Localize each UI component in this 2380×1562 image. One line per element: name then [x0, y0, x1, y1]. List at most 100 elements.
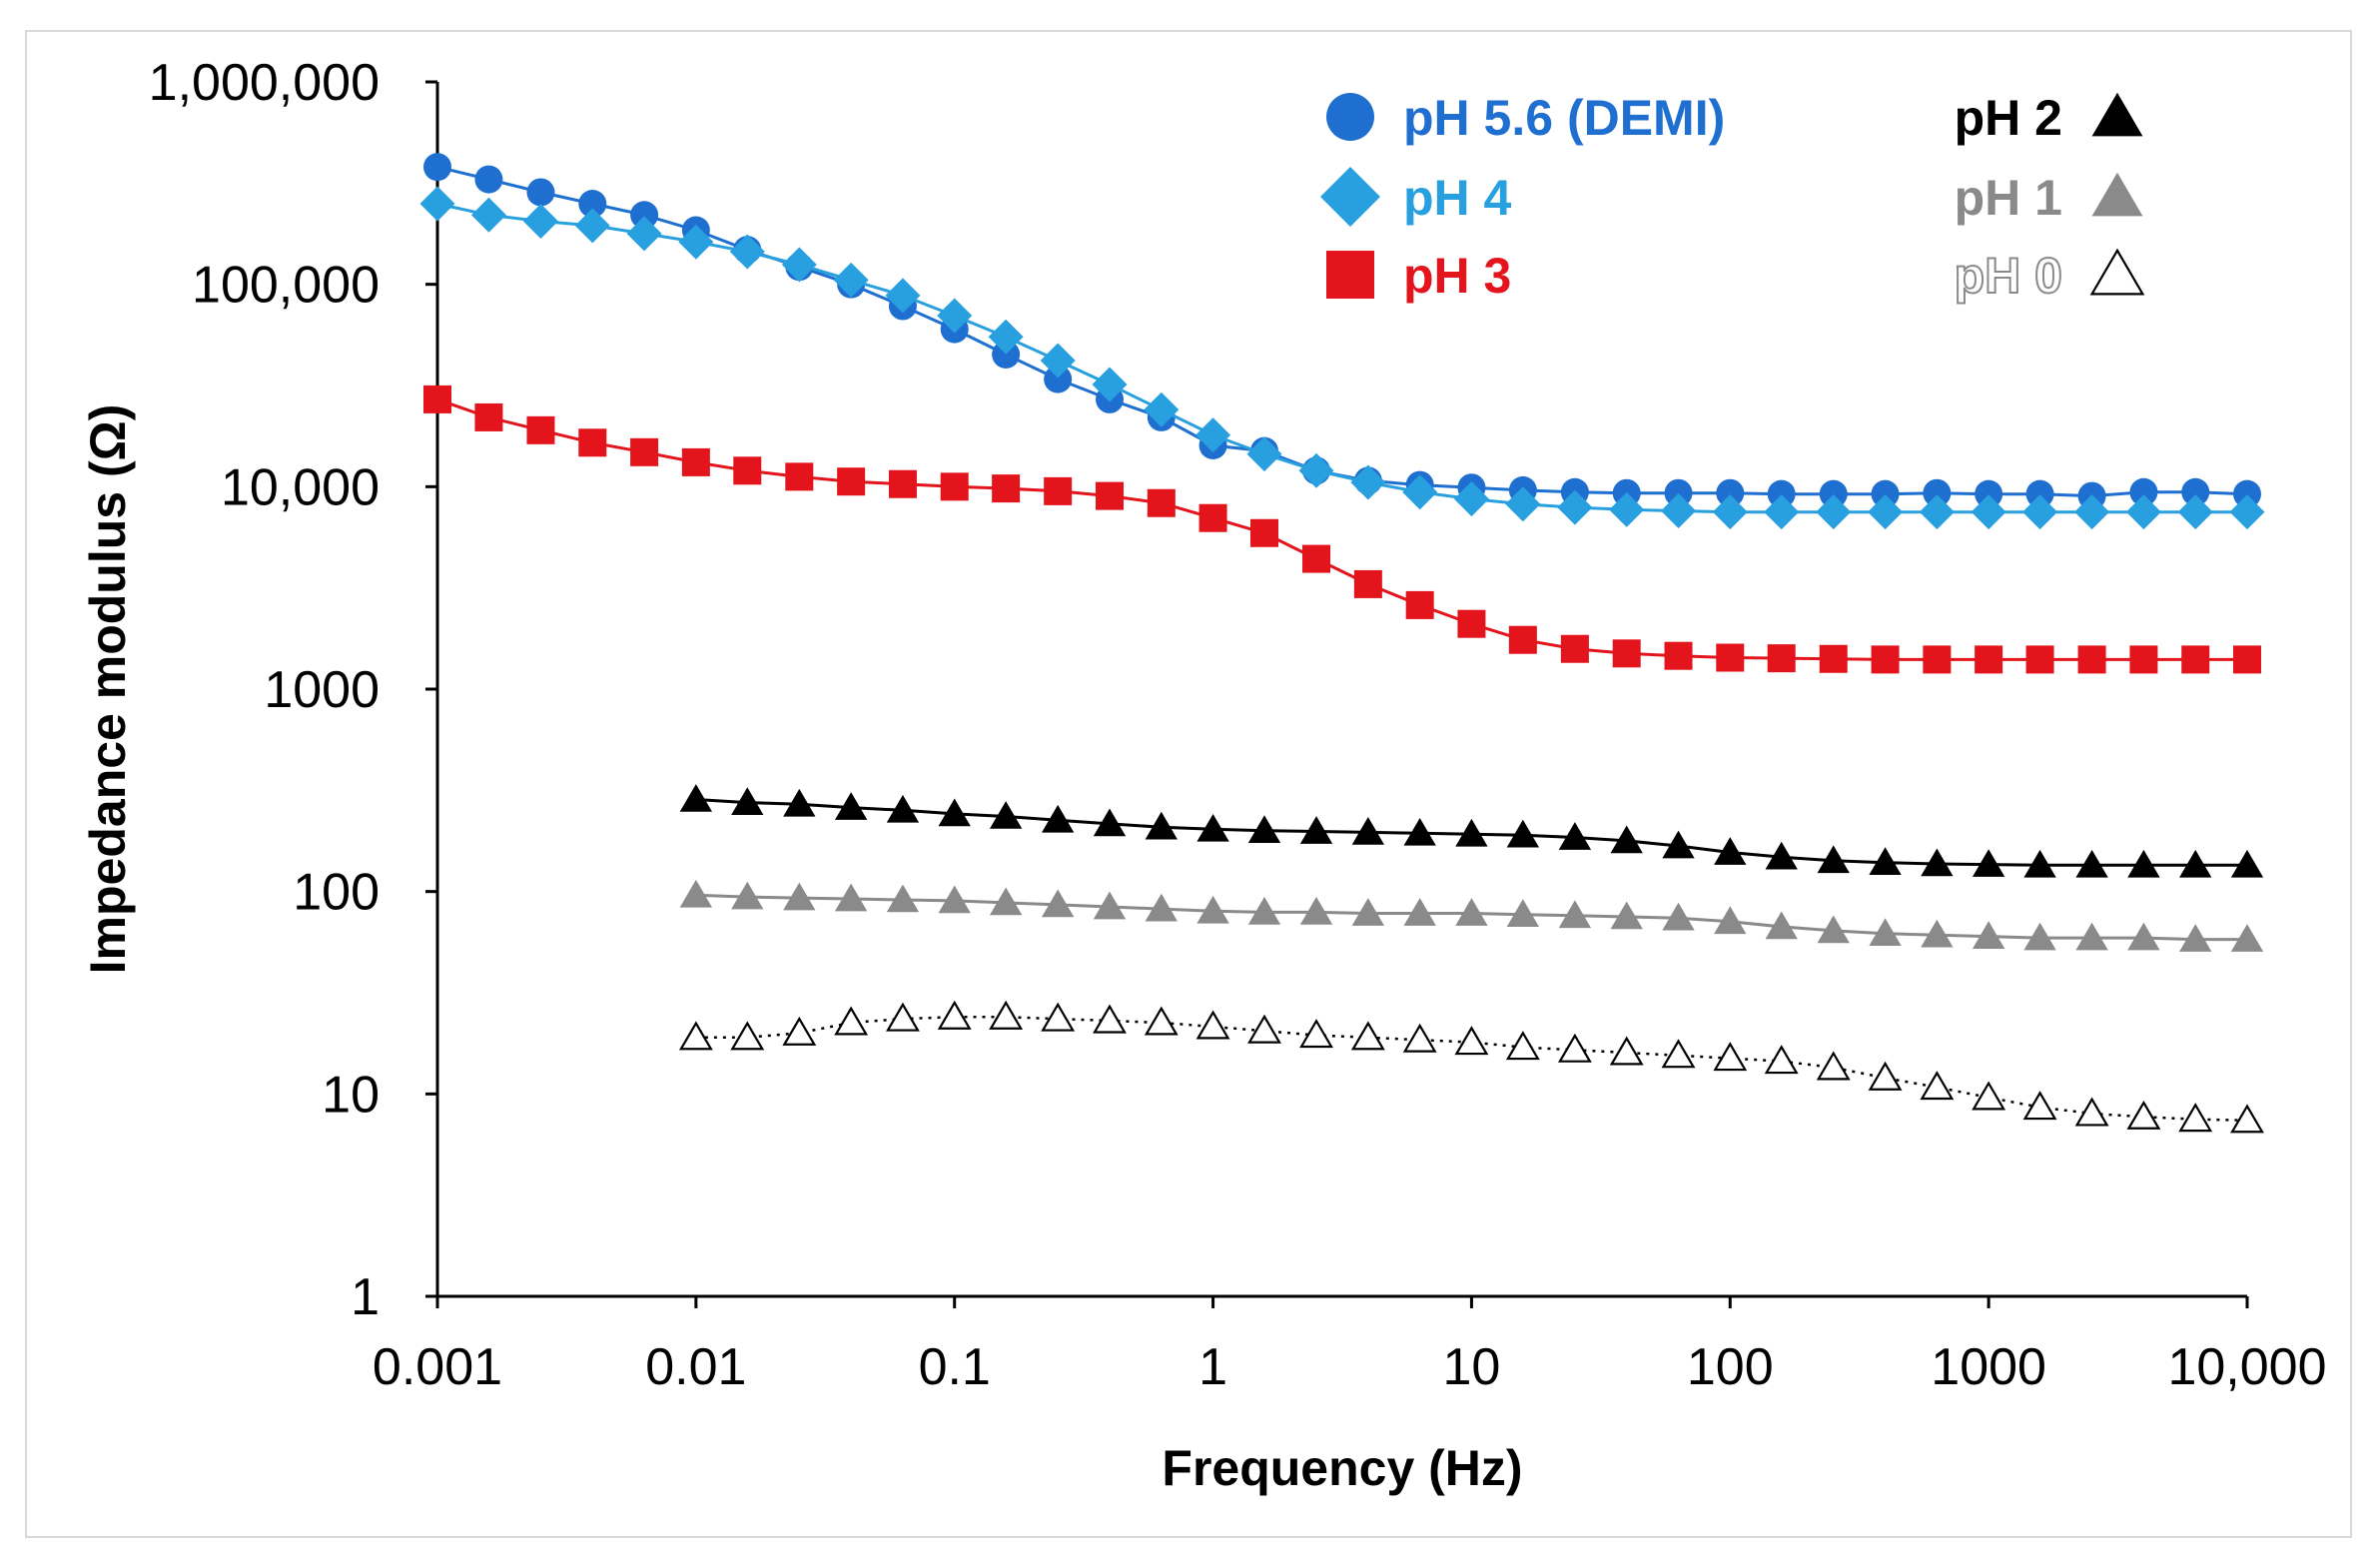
data-point-ph-4 — [1350, 464, 1386, 500]
x-tick-label: 0.1 — [919, 1338, 991, 1396]
legend-marker-ph-1 — [2091, 172, 2143, 217]
x-ticks: 0.001 0.01 0.1 1 10 100 1000 10,000 — [373, 1296, 2327, 1396]
data-point-ph-4 — [522, 203, 558, 239]
data-point-ph-2 — [2075, 849, 2108, 878]
data-point-ph-0 — [1713, 1042, 1748, 1072]
data-point-ph-2 — [2230, 849, 2264, 878]
data-point-ph-1 — [1817, 915, 1850, 944]
data-point-ph-4 — [1040, 343, 1076, 379]
data-point-ph-1 — [1042, 889, 1075, 918]
legend-marker-ph-5-6-demi — [1326, 93, 1374, 141]
data-point-ph-4 — [626, 216, 662, 252]
y-axis-title: Impedance modulus (Ω) — [80, 404, 136, 975]
data-point-ph-4 — [1402, 474, 1438, 510]
data-point-ph-1 — [1921, 919, 1954, 948]
data-point-ph-0 — [886, 1002, 920, 1032]
data-point-ph-4 — [2022, 494, 2058, 530]
data-point-ph-2 — [1714, 837, 1747, 865]
data-point-ph-0 — [1609, 1036, 1644, 1066]
data-point-ph-3 — [474, 402, 503, 431]
legend-item-ph-3: pH 3 — [1326, 248, 1511, 304]
data-point-ph-1 — [834, 883, 868, 912]
data-point-ph-5-6-demi — [1819, 479, 1848, 508]
data-point-ph-3 — [2129, 645, 2158, 674]
x-tick-label: 1 — [1198, 1338, 1227, 1396]
data-point-ph-3 — [1871, 645, 1900, 674]
data-point-ph-4 — [1609, 491, 1645, 527]
data-point-ph-5-6-demi — [1767, 479, 1796, 508]
legend-label-ph-4: pH 4 — [1403, 170, 1512, 226]
data-point-ph-3 — [2025, 645, 2054, 674]
data-point-ph-3 — [1560, 634, 1589, 663]
legend-item-ph-2: pH 2 — [1955, 90, 2143, 146]
data-point-ph-0 — [678, 1021, 713, 1051]
data-point-ph-5-6-demi — [423, 153, 451, 182]
data-point-ph-3 — [940, 472, 969, 501]
data-point-ph-0 — [989, 1000, 1024, 1030]
data-point-ph-3 — [1508, 625, 1537, 654]
data-point-ph-1 — [2075, 922, 2108, 951]
data-point-ph-1 — [1869, 918, 1902, 947]
y-tick-label: 1000 — [264, 661, 380, 719]
data-point-ph-3 — [888, 469, 917, 498]
data-point-ph-0 — [1041, 1002, 1076, 1032]
data-point-ph-3 — [1198, 503, 1227, 532]
legend: pH 5.6 (DEMI) pH 4 pH 3 pH 2 pH 1 pH 0 — [1320, 90, 2145, 305]
data-point-ph-2 — [1455, 818, 1488, 847]
y-tick-label: 10 — [322, 1066, 380, 1124]
y-tick-label: 1 — [351, 1268, 380, 1326]
data-point-ph-1 — [2230, 924, 2264, 952]
data-point-ph-0 — [1350, 1021, 1385, 1051]
data-point-ph-4 — [1505, 486, 1541, 522]
data-point-ph-4 — [2125, 494, 2161, 530]
data-point-ph-0 — [730, 1021, 765, 1051]
series-ph-1 — [679, 879, 2264, 952]
data-point-ph-4 — [2229, 494, 2265, 530]
data-point-ph-3 — [1819, 644, 1848, 673]
series-layer — [419, 153, 2265, 1134]
data-point-ph-2 — [1299, 816, 1333, 844]
data-point-ph-3 — [1353, 569, 1382, 598]
data-point-ph-0 — [2126, 1100, 2161, 1130]
legend-marker-ph-4 — [1320, 167, 1380, 227]
y-tick-label: 100 — [293, 864, 380, 922]
data-point-ph-2 — [1869, 847, 1902, 876]
data-point-ph-5-6-demi — [1716, 478, 1745, 507]
data-point-ph-2 — [1093, 808, 1127, 837]
data-point-ph-1 — [886, 884, 920, 913]
series-ph-4 — [419, 186, 2265, 530]
legend-marker-ph-3 — [1326, 251, 1374, 299]
data-point-ph-4 — [1144, 391, 1180, 427]
data-point-ph-2 — [1403, 817, 1436, 846]
series-ph-2 — [679, 784, 2264, 878]
x-tick-label: 1000 — [1931, 1338, 2046, 1396]
data-point-ph-0 — [2178, 1103, 2213, 1133]
data-point-ph-2 — [886, 794, 920, 823]
data-point-ph-1 — [1662, 902, 1695, 931]
data-point-ph-2 — [1558, 822, 1592, 850]
data-point-ph-2 — [1817, 845, 1850, 874]
data-point-ph-2 — [2127, 849, 2160, 878]
data-point-ph-3 — [733, 456, 762, 485]
data-point-ph-2 — [989, 801, 1023, 829]
data-point-ph-0 — [1816, 1051, 1851, 1081]
y-ticks: 1 10 100 1000 10,000 100,000 1,000,000 — [149, 54, 437, 1326]
data-point-ph-3 — [1612, 639, 1641, 668]
data-point-ph-3 — [2077, 645, 2106, 674]
data-point-ph-4 — [1764, 494, 1800, 530]
series-ph-3 — [423, 385, 2261, 674]
data-point-ph-1 — [1714, 906, 1747, 935]
data-point-ph-4 — [1712, 494, 1748, 530]
legend-label-ph-2: pH 2 — [1955, 90, 2062, 146]
data-point-ph-1 — [2023, 922, 2056, 951]
data-point-ph-4 — [1816, 494, 1852, 530]
data-point-ph-3 — [681, 447, 710, 476]
data-point-ph-5-6-demi — [1664, 478, 1693, 507]
data-point-ph-4 — [1298, 452, 1334, 488]
data-point-ph-0 — [834, 1006, 869, 1036]
x-tick-label: 0.001 — [373, 1338, 502, 1396]
data-point-ph-2 — [938, 798, 971, 827]
data-point-ph-4 — [833, 262, 869, 298]
data-point-ph-1 — [989, 887, 1023, 916]
